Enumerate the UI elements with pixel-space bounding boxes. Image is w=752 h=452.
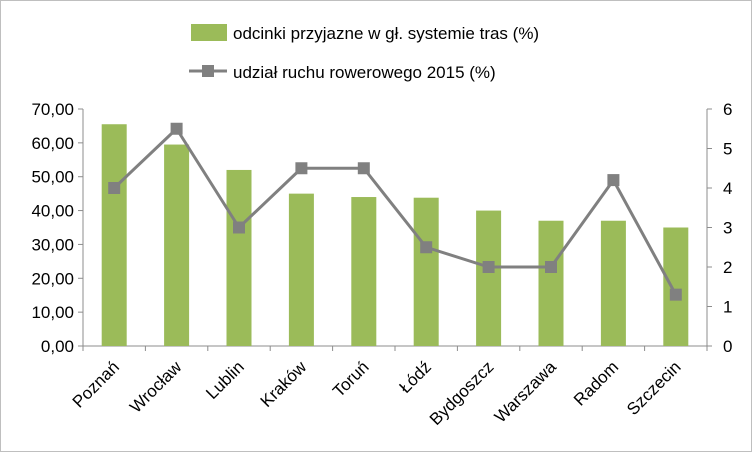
line-marker-8 [545, 261, 557, 273]
line-marker-2 [170, 122, 183, 135]
x-category-label: Lublin [202, 357, 248, 403]
y-left-tick-label: 70,00 [31, 100, 74, 119]
legend-swatch-bars [191, 24, 227, 41]
bar-2 [164, 144, 190, 346]
line-series-path [113, 127, 678, 296]
y-right-tick-label: 1 [723, 298, 732, 317]
bar-7 [476, 210, 502, 346]
legend-label-bars: odcinki przyjazne w gł. systemie tras (%… [233, 24, 539, 43]
y-right-tick-label: 5 [723, 140, 732, 159]
y-left-tick-label: 40,00 [31, 202, 74, 221]
bar-3 [226, 169, 252, 346]
bar-9 [600, 220, 626, 346]
line-marker-3 [233, 221, 245, 234]
y-left-tick-label: 60,00 [31, 134, 74, 153]
x-category-label: Kraków [257, 357, 311, 411]
bar-5 [351, 197, 377, 346]
bar-10 [663, 227, 689, 346]
y-left-tick-label: 0,00 [41, 337, 74, 356]
y-left-tick-label: 50,00 [31, 168, 74, 187]
y-left-tick-label: 20,00 [31, 269, 74, 288]
y-right-tick-label: 3 [723, 219, 732, 238]
legend-marker-symbol [202, 65, 214, 77]
bar-8 [538, 220, 564, 346]
line-marker-7 [482, 261, 495, 273]
line-marker-9 [607, 174, 620, 187]
x-category-label: Szczecin [623, 357, 685, 419]
line-marker-5 [357, 162, 370, 175]
line-marker-10 [669, 288, 682, 301]
x-category-label: Wrocław [126, 357, 186, 417]
line-marker-4 [295, 162, 308, 175]
y-right-tick-label: 6 [723, 100, 732, 119]
x-category-label: Poznań [69, 357, 123, 411]
y-right-tick-label: 2 [723, 258, 732, 277]
line-marker-6 [420, 241, 433, 254]
y-left-tick-label: 10,00 [31, 303, 74, 322]
x-category-label: Radom [570, 357, 622, 409]
y-left-tick-label: 30,00 [31, 235, 74, 254]
x-category-label: Warszawa [491, 357, 560, 426]
bar-1 [101, 124, 127, 346]
x-category-label: Toruń [329, 357, 373, 401]
y-right-tick-label: 0 [723, 337, 732, 356]
x-category-label: Łódź [396, 357, 436, 397]
bar-6 [413, 197, 439, 346]
legend-label-line: udział ruchu rowerowego 2015 (%) [233, 63, 496, 82]
y-right-tick-label: 4 [723, 179, 732, 198]
bar-4 [288, 193, 314, 346]
x-category-label: Bydgoszcz [426, 357, 498, 429]
line-marker-1 [108, 182, 121, 194]
